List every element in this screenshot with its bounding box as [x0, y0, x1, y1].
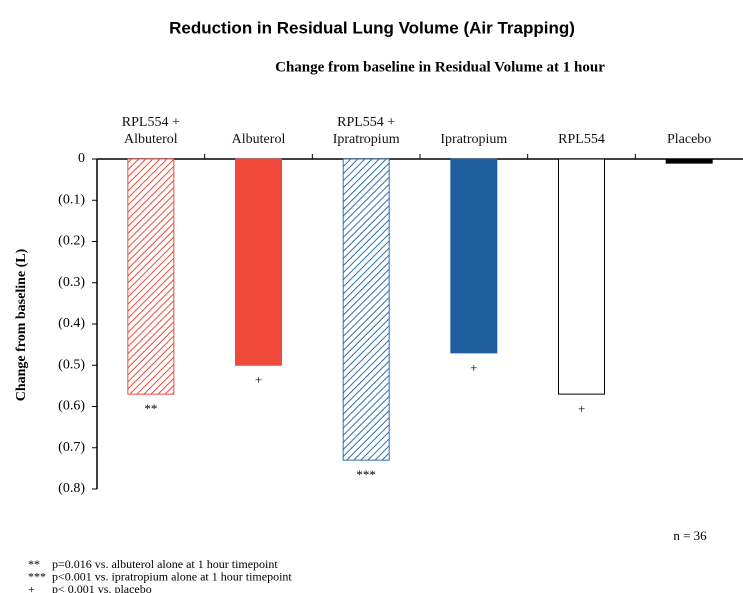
bar-annotation: **	[144, 401, 157, 416]
y-tick-label: (0.8)	[58, 481, 85, 496]
y-tick-label: (0.2)	[58, 234, 85, 249]
x-tick-label: Ipratropium	[440, 132, 508, 147]
y-tick-label: (0.3)	[58, 275, 85, 290]
footnote-text: p<0.001 vs. ipratropium alone at 1 hour …	[52, 569, 292, 583]
x-tick-label: RPL554	[558, 132, 605, 147]
footnote-symbol: ***	[28, 569, 46, 583]
y-tick-label: (0.6)	[58, 399, 85, 414]
footnote-text: p< 0.001 vs. placebo	[52, 582, 152, 593]
bar	[558, 158, 605, 395]
note: n = 36	[673, 528, 707, 543]
x-tick-label: RPL554 + Albuterol	[121, 115, 180, 147]
footnote-symbol: +	[28, 582, 35, 593]
bar	[665, 158, 713, 164]
bar	[342, 158, 390, 461]
footnote-text: p=0.016 vs. albuterol alone at 1 hour ti…	[52, 557, 278, 571]
bar	[127, 158, 175, 395]
x-tick-label: RPL554 + Ipratropium	[332, 115, 400, 147]
bar-annotation: +	[470, 360, 477, 375]
chart-subtitle: Change from baseline in Residual Volume …	[275, 59, 605, 75]
x-tick-label: Placebo	[666, 132, 712, 147]
bar-annotation: +	[255, 372, 262, 387]
x-tick-label: Albuterol	[231, 132, 286, 147]
chart-title: Reduction in Residual Lung Volume (Air T…	[169, 18, 575, 37]
bar-annotation: +	[578, 401, 585, 416]
bar	[450, 158, 498, 354]
y-tick-label: (0.4)	[58, 316, 85, 331]
y-tick-label: 0	[78, 151, 85, 166]
bar	[235, 158, 282, 366]
y-tick-label: (0.7)	[58, 440, 85, 455]
footnote-symbol: **	[28, 557, 40, 571]
y-axis-label: Change from baseline (L)	[14, 248, 29, 401]
y-tick-label: (0.5)	[58, 357, 85, 372]
y-tick-label: (0.1)	[58, 192, 85, 207]
bar-annotation: ***	[356, 467, 376, 482]
